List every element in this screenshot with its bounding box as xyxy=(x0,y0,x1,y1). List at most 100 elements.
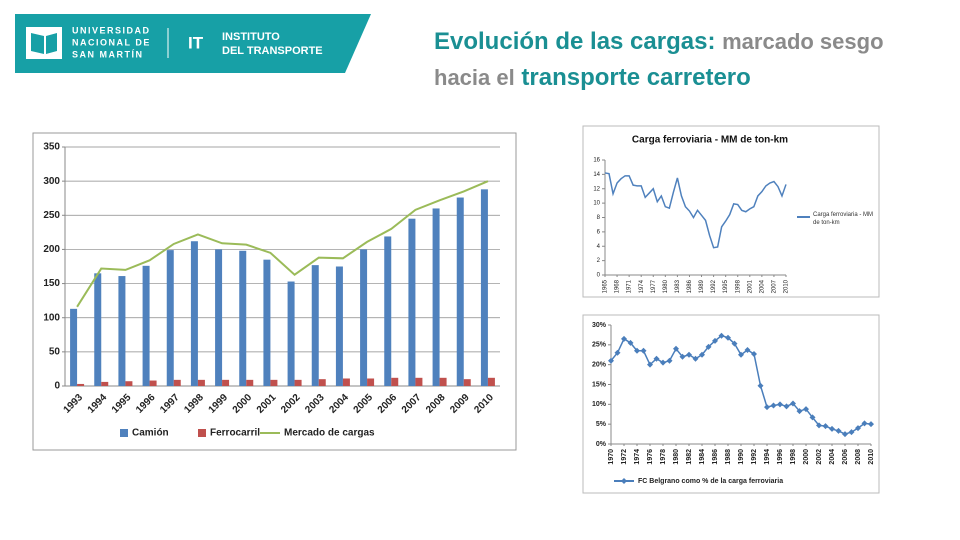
point xyxy=(770,402,777,409)
y-tick-label: 10 xyxy=(593,201,600,207)
point xyxy=(608,357,614,364)
x-tick-label: 1996 xyxy=(777,449,784,465)
point xyxy=(777,401,783,408)
header-band xyxy=(15,14,371,73)
x-tick-label: 1988 xyxy=(725,449,732,465)
x-tick-label: 2010 xyxy=(868,449,875,465)
x-tick-label: 2000 xyxy=(803,449,810,465)
x-tick-label: 1976 xyxy=(647,449,654,465)
bar xyxy=(342,378,350,386)
y-tick-label: 20% xyxy=(592,362,607,369)
institute-name: INSTITUTO xyxy=(222,31,280,43)
point xyxy=(783,403,790,410)
point xyxy=(640,347,647,354)
line-series xyxy=(76,180,489,308)
y-tick-label: 15% xyxy=(592,381,607,388)
point xyxy=(673,345,679,352)
point xyxy=(705,343,712,350)
x-tick-label: 1989 xyxy=(699,279,705,293)
logo-text: UNIVERSIDAD xyxy=(72,25,151,35)
bar xyxy=(263,259,271,386)
bar xyxy=(215,249,223,386)
bar xyxy=(190,241,198,386)
point xyxy=(868,421,874,428)
bar xyxy=(463,379,471,386)
bar xyxy=(173,379,181,386)
y-tick-label: 300 xyxy=(43,176,60,187)
title-part: marcado sesgo xyxy=(722,29,883,54)
x-tick-label: 1998 xyxy=(735,279,741,293)
slide-title: Evolución de las cargas: marcado sesgo xyxy=(434,28,884,55)
x-tick-label: 1974 xyxy=(634,449,641,465)
point xyxy=(842,431,848,438)
point xyxy=(679,353,686,360)
x-tick-label: 1998 xyxy=(790,449,797,465)
bar xyxy=(166,250,174,386)
y-tick-label: 6 xyxy=(597,229,601,235)
x-tick-label: 1990 xyxy=(738,449,745,465)
y-tick-label: 2 xyxy=(597,258,601,264)
point xyxy=(653,355,660,362)
bar xyxy=(367,378,375,386)
point xyxy=(627,339,634,346)
bar xyxy=(487,377,495,386)
bar xyxy=(294,379,302,386)
x-tick-label: 1968 xyxy=(615,279,621,293)
point xyxy=(614,349,621,356)
x-tick-label: 1982 xyxy=(686,449,693,465)
point xyxy=(861,420,868,427)
point xyxy=(835,427,842,434)
bar xyxy=(70,308,78,386)
point xyxy=(621,335,627,342)
y-tick-label: 50 xyxy=(49,346,61,357)
x-tick-label: 2007 xyxy=(772,279,778,293)
y-tick-label: 0% xyxy=(596,441,607,448)
legend-label: FC Belgrano como % de la carga ferroviar… xyxy=(638,478,783,485)
legend-label: Carga ferroviaria - MM de ton-km xyxy=(813,212,874,226)
line-series xyxy=(604,172,787,249)
logo-text: NACIONAL DE xyxy=(72,37,151,47)
bar xyxy=(246,379,254,386)
x-tick-label: 1995 xyxy=(723,279,729,293)
x-tick-label: 2008 xyxy=(855,449,862,465)
x-tick-label: 2001 xyxy=(747,279,753,293)
bar xyxy=(77,383,85,386)
logo-text: SAN MARTÍN xyxy=(72,49,144,59)
y-tick-label: 16 xyxy=(593,158,600,164)
bar xyxy=(456,197,464,386)
point xyxy=(718,332,725,339)
point xyxy=(660,359,666,366)
bar xyxy=(118,276,126,386)
point xyxy=(666,357,673,364)
bar xyxy=(149,380,157,386)
y-tick-label: 5% xyxy=(596,421,607,428)
y-tick-label: 25% xyxy=(592,342,607,349)
point xyxy=(731,340,738,347)
bar xyxy=(287,281,295,386)
point xyxy=(692,355,699,362)
bar xyxy=(197,379,205,386)
legend-label: Ferrocarril xyxy=(210,428,260,439)
title-part: Evolución de las cargas: xyxy=(434,28,715,55)
y-tick-label: 14 xyxy=(593,172,600,178)
chart-title: Carga ferroviaria - MM de ton-km xyxy=(632,135,788,146)
bar xyxy=(222,379,230,386)
institute-abbr: IT xyxy=(188,33,204,52)
y-tick-label: 0 xyxy=(597,273,601,279)
logo-book xyxy=(31,33,57,54)
point xyxy=(803,406,809,413)
x-tick-label: 2004 xyxy=(759,279,765,293)
bar xyxy=(360,249,368,386)
bar xyxy=(408,218,416,386)
bar xyxy=(335,266,343,386)
bar xyxy=(239,250,247,386)
point xyxy=(822,423,829,430)
bar xyxy=(94,273,102,386)
x-tick-label: 1965 xyxy=(603,279,609,293)
bar xyxy=(125,381,133,386)
institute-name: DEL TRANSPORTE xyxy=(222,45,323,57)
legend-swatch xyxy=(120,429,128,437)
x-tick-label: 1980 xyxy=(663,279,669,293)
